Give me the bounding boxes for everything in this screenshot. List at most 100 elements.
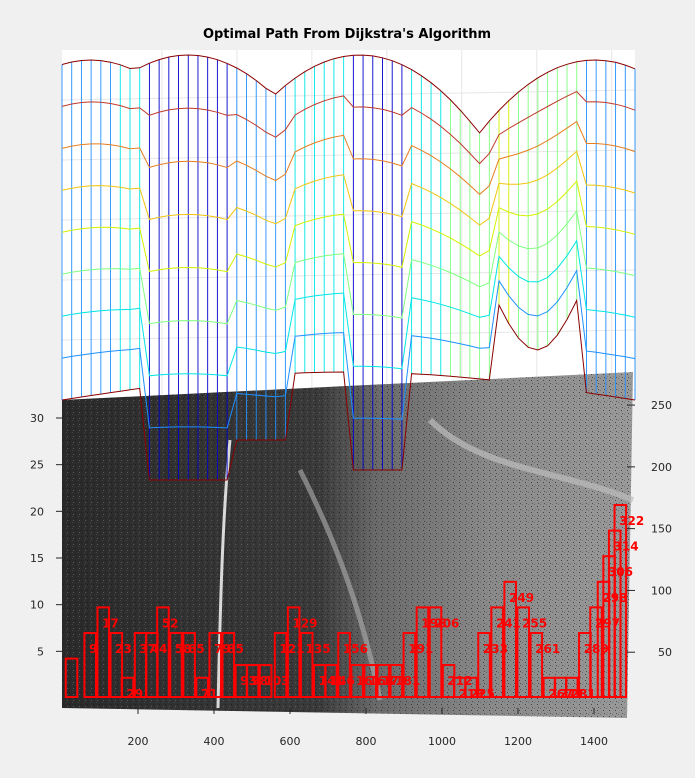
path-step [273, 632, 288, 698]
path-step [415, 606, 430, 699]
mesh-row [61, 209, 636, 325]
grid-line-h [61, 149, 636, 161]
path-node-label: 281 [571, 687, 596, 701]
path-step [83, 632, 97, 698]
path-node-label: 52 [162, 616, 179, 630]
path-node-label: 161 [356, 674, 381, 688]
path-step [64, 657, 79, 698]
path-step [402, 632, 417, 698]
grid-line-h [61, 329, 636, 341]
path-node-label: 93 [240, 674, 257, 688]
path-node-label: 173 [382, 674, 407, 688]
path-node-label: 168 [369, 674, 394, 688]
surface-mesh [61, 54, 636, 481]
path-node-label: 37 [139, 642, 156, 656]
path-node-label: 206 [434, 616, 459, 630]
path-node-label: 233 [483, 642, 508, 656]
mesh-row [61, 180, 636, 273]
path-node-label: 65 [188, 642, 205, 656]
plot-backplane [62, 50, 635, 400]
mesh-row [61, 269, 636, 429]
path-step [182, 632, 196, 698]
path-step [503, 580, 517, 698]
y-tick-label: 250 [651, 399, 672, 412]
path-node-label: 121 [279, 642, 304, 656]
path-step [464, 676, 478, 698]
x-tick-label: 1400 [580, 735, 608, 748]
y-tick-label: 150 [651, 523, 672, 536]
path-step [490, 606, 504, 699]
path-step [195, 676, 209, 698]
path-node-label: 9 [89, 642, 97, 656]
x-tick-label: 800 [356, 735, 377, 748]
path-step [96, 606, 111, 699]
y-tick-label: 200 [651, 461, 672, 474]
optimal-path: 9172329374452586571798593981031211291351… [64, 504, 644, 701]
path-node-label: 17 [102, 616, 119, 630]
path-step [529, 632, 544, 698]
y-axis: 50 100 150 200 250 [627, 399, 672, 659]
path-node-label: 85 [227, 642, 244, 656]
y-tick-label: 50 [658, 646, 672, 659]
x-tick-label: 400 [204, 735, 225, 748]
grid-line-h [61, 269, 636, 281]
x-tick-label: 200 [128, 735, 149, 748]
path-node-label: 146 [330, 674, 355, 688]
path-node-label: 241 [496, 616, 521, 630]
path-node-label: 249 [509, 591, 534, 605]
path-node-label: 44 [151, 642, 168, 656]
path-step [245, 664, 260, 698]
path-step [208, 632, 223, 698]
path-step [258, 664, 273, 698]
y-tick-label: 100 [651, 584, 672, 597]
z-tick-label: 20 [30, 505, 44, 518]
mesh-row [61, 239, 636, 377]
mesh-row [61, 298, 636, 481]
z-tick-label: 10 [30, 599, 44, 612]
path-step [565, 676, 579, 698]
path-step [389, 664, 404, 698]
path-node-label: 289 [584, 642, 609, 656]
path-node-label: 322 [619, 514, 644, 528]
path-step [376, 664, 391, 698]
path-node-label: 191 [408, 642, 433, 656]
ground-texture [62, 372, 633, 718]
z-tick-label: 25 [30, 459, 44, 472]
z-tick-label: 15 [30, 552, 44, 565]
path-step [120, 676, 135, 698]
mesh-row [61, 54, 636, 134]
path-step [169, 632, 183, 698]
path-step [299, 632, 314, 698]
path-node-label: 103 [264, 674, 289, 688]
path-step [428, 606, 443, 699]
chart-title: Optimal Path From Dijkstra's Algorithm [203, 27, 491, 42]
z-axis: 5 10 15 20 25 30 [30, 412, 62, 658]
mesh-row [61, 120, 636, 196]
path-step [363, 664, 377, 698]
path-step [221, 632, 236, 698]
x-tick-label: 600 [280, 735, 301, 748]
path-node-label: 196 [421, 616, 446, 630]
x-tick-label: 1200 [504, 735, 532, 748]
path-step [324, 664, 338, 698]
path-step [109, 632, 124, 698]
road-line [427, 417, 635, 503]
z-tick-label: 5 [37, 645, 44, 658]
path-step [516, 606, 531, 699]
z-tick-label: 30 [30, 412, 44, 425]
grid-line-h [61, 209, 636, 221]
path-node-label: 156 [343, 642, 368, 656]
path-step [286, 606, 301, 699]
path-step [350, 664, 364, 698]
grid-line-h [61, 89, 636, 101]
path-node-label: 181 [395, 674, 420, 688]
path-node-label: 129 [292, 616, 317, 630]
path-node-label: 261 [535, 642, 560, 656]
path-step [156, 606, 170, 699]
x-axis: 200 400 600 800 1000 1200 1400 [128, 708, 608, 748]
path-step [337, 632, 351, 698]
path-node-label: 23 [115, 642, 132, 656]
road-line-2 [297, 468, 383, 701]
path-step [589, 606, 603, 699]
